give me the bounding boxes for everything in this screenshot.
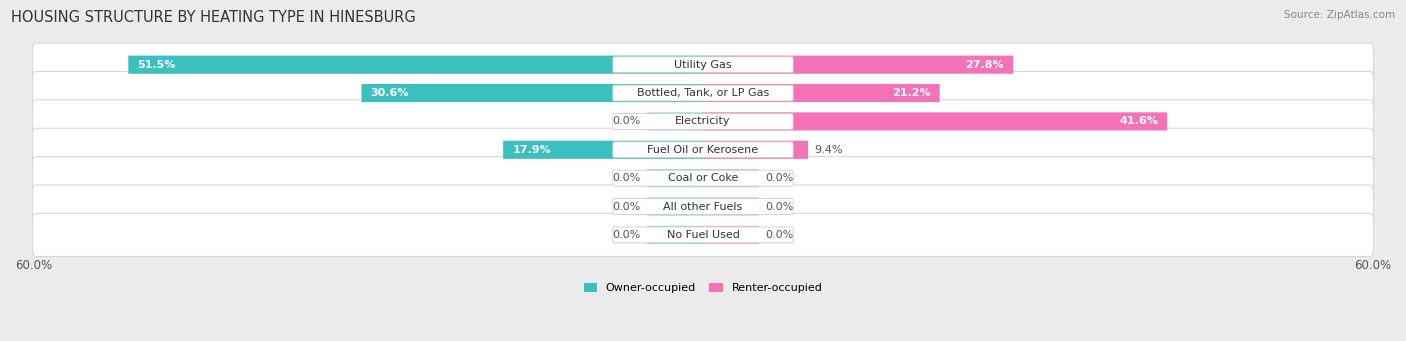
FancyBboxPatch shape [703, 141, 808, 159]
Text: 0.0%: 0.0% [612, 116, 641, 127]
Legend: Owner-occupied, Renter-occupied: Owner-occupied, Renter-occupied [583, 283, 823, 293]
Text: Utility Gas: Utility Gas [675, 60, 731, 70]
Text: 27.8%: 27.8% [966, 60, 1004, 70]
Text: 17.9%: 17.9% [512, 145, 551, 155]
FancyBboxPatch shape [647, 226, 703, 244]
FancyBboxPatch shape [703, 197, 759, 216]
FancyBboxPatch shape [32, 213, 1374, 256]
Text: 0.0%: 0.0% [765, 202, 794, 211]
Text: Bottled, Tank, or LP Gas: Bottled, Tank, or LP Gas [637, 88, 769, 98]
FancyBboxPatch shape [613, 114, 793, 129]
FancyBboxPatch shape [503, 141, 703, 159]
Text: Source: ZipAtlas.com: Source: ZipAtlas.com [1284, 10, 1395, 20]
Text: 51.5%: 51.5% [138, 60, 176, 70]
FancyBboxPatch shape [32, 100, 1374, 143]
Text: 0.0%: 0.0% [612, 230, 641, 240]
FancyBboxPatch shape [613, 198, 793, 214]
Text: No Fuel Used: No Fuel Used [666, 230, 740, 240]
FancyBboxPatch shape [703, 112, 1167, 131]
Text: 30.6%: 30.6% [371, 88, 409, 98]
FancyBboxPatch shape [613, 170, 793, 186]
FancyBboxPatch shape [613, 85, 793, 101]
Text: 0.0%: 0.0% [765, 173, 794, 183]
Text: HOUSING STRUCTURE BY HEATING TYPE IN HINESBURG: HOUSING STRUCTURE BY HEATING TYPE IN HIN… [11, 10, 416, 25]
Text: Electricity: Electricity [675, 116, 731, 127]
FancyBboxPatch shape [647, 169, 703, 187]
Text: 0.0%: 0.0% [765, 230, 794, 240]
FancyBboxPatch shape [32, 185, 1374, 228]
FancyBboxPatch shape [647, 112, 703, 131]
FancyBboxPatch shape [613, 227, 793, 243]
Text: 21.2%: 21.2% [891, 88, 931, 98]
Text: 41.6%: 41.6% [1119, 116, 1159, 127]
Text: All other Fuels: All other Fuels [664, 202, 742, 211]
FancyBboxPatch shape [703, 169, 759, 187]
FancyBboxPatch shape [32, 72, 1374, 115]
FancyBboxPatch shape [32, 43, 1374, 86]
FancyBboxPatch shape [703, 226, 759, 244]
FancyBboxPatch shape [613, 142, 793, 158]
FancyBboxPatch shape [703, 56, 1014, 74]
FancyBboxPatch shape [361, 84, 703, 102]
FancyBboxPatch shape [128, 56, 703, 74]
FancyBboxPatch shape [647, 197, 703, 216]
Text: 9.4%: 9.4% [814, 145, 844, 155]
FancyBboxPatch shape [32, 157, 1374, 200]
Text: 0.0%: 0.0% [612, 202, 641, 211]
Text: Coal or Coke: Coal or Coke [668, 173, 738, 183]
FancyBboxPatch shape [613, 57, 793, 73]
Text: Fuel Oil or Kerosene: Fuel Oil or Kerosene [647, 145, 759, 155]
FancyBboxPatch shape [32, 128, 1374, 171]
FancyBboxPatch shape [703, 84, 939, 102]
Text: 0.0%: 0.0% [612, 173, 641, 183]
